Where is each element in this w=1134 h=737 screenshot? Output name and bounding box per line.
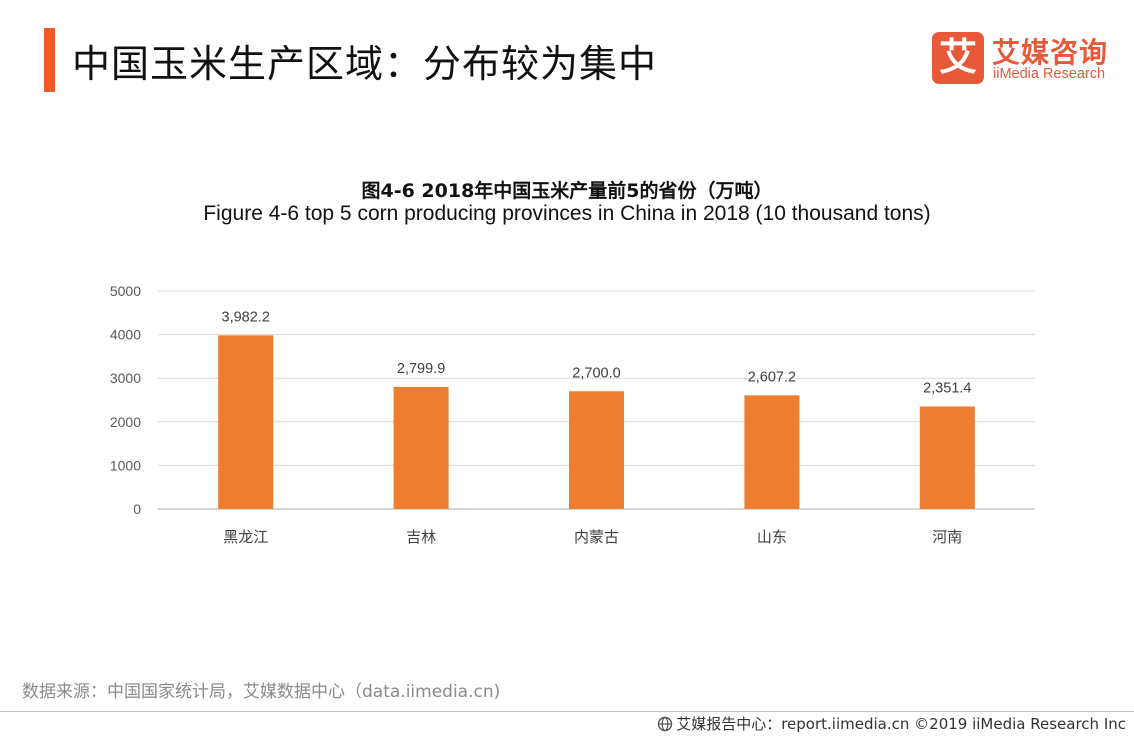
logo-mark: 艾 (932, 32, 984, 84)
bar (393, 386, 449, 509)
page-title: 中国玉米生产区域：分布较为集中 (72, 42, 658, 86)
y-tick-label: 4000 (110, 327, 141, 343)
y-tick-label: 0 (133, 501, 141, 517)
x-tick-label: 河南 (932, 528, 962, 546)
y-tick-label: 5000 (110, 283, 141, 299)
footer-text: 艾媒报告中心：report.iimedia.cn ©2019 iiMedia R… (676, 715, 1126, 733)
bar (218, 335, 274, 509)
logo-mark-glyph: 艾 (938, 35, 977, 79)
x-tick-label: 山东 (757, 528, 787, 546)
y-tick-label: 1000 (110, 457, 141, 473)
iimedia-logo: 艾 艾媒咨询 iiMedia Research (932, 30, 1122, 86)
bar (569, 391, 624, 509)
bar (919, 406, 975, 509)
logo-name-en: iiMedia Research (993, 66, 1106, 82)
logo-name-cn: 艾媒咨询 (992, 36, 1109, 69)
chart-title: 图4-6 2018年中国玉米产量前5的省份（万吨） (361, 180, 773, 202)
x-tick-label: 内蒙古 (574, 528, 619, 546)
globe-icon (658, 716, 673, 732)
data-label: 2,799.9 (397, 361, 445, 377)
data-label: 2,607.2 (748, 369, 796, 385)
title-accent-bar (44, 28, 55, 92)
y-tick-label: 3000 (110, 370, 141, 386)
data-label: 3,982.2 (222, 309, 270, 325)
footer-divider (0, 711, 1134, 712)
y-tick-label: 2000 (110, 414, 141, 430)
data-label: 2,351.4 (923, 380, 971, 396)
x-tick-label: 吉林 (406, 528, 436, 546)
data-source: 数据来源：中国国家统计局，艾媒数据中心（data.iimedia.cn) (22, 682, 501, 702)
x-tick-label: 黑龙江 (223, 528, 268, 546)
data-label: 2,700.0 (572, 365, 620, 381)
chart-subtitle: Figure 4-6 top 5 corn producing province… (203, 202, 931, 225)
bar (744, 395, 800, 509)
footer: 艾媒报告中心：report.iimedia.cn ©2019 iiMedia R… (657, 713, 1126, 734)
